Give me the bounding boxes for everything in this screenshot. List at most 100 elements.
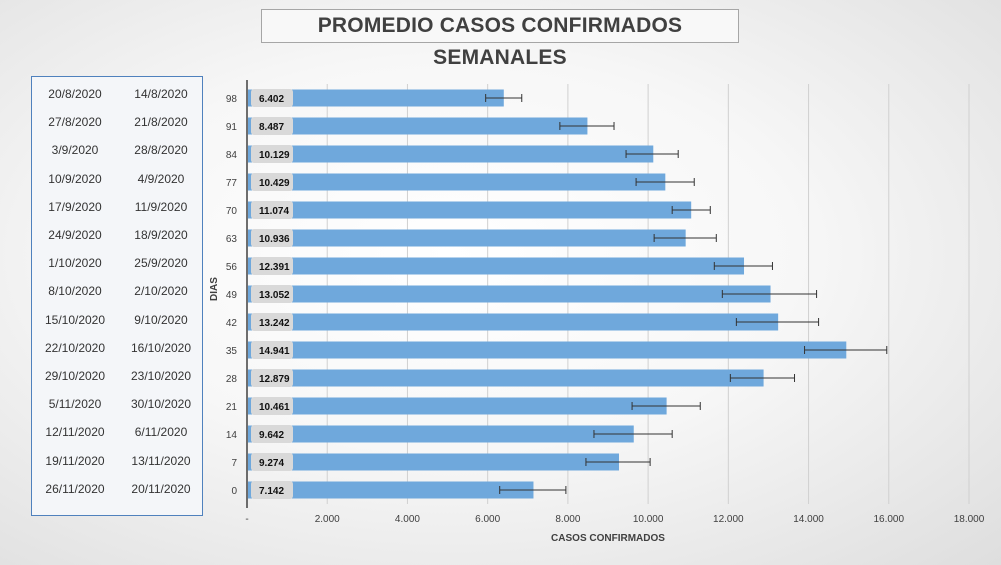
- x-tick-label: 6.000: [475, 514, 500, 525]
- value-label: 10.429: [259, 178, 290, 189]
- category-label: 28: [226, 374, 238, 385]
- date-range-end: 17/9/2020: [48, 199, 102, 214]
- date-range-end: 20/8/2020: [48, 87, 102, 101]
- value-label-box: [251, 397, 293, 415]
- category-label: 42: [226, 318, 238, 329]
- value-label: 10.936: [259, 234, 290, 245]
- date-range-end: 22/10/2020: [44, 340, 106, 355]
- date-range-end: 19/11/2020: [45, 453, 105, 468]
- bar: [248, 229, 686, 247]
- date-range-start: 2/10/2020: [134, 284, 188, 299]
- value-label: 9.642: [259, 430, 284, 441]
- date-range-panel: 20/8/2020 14/8/2020 27/8/2020 21/8/2020 3/9/…: [31, 76, 203, 516]
- date-range-start: 18/9/2020: [134, 228, 188, 242]
- value-label: 13.052: [259, 290, 290, 301]
- date-range-end: 15/10/2020: [44, 312, 106, 327]
- value-label-box: [251, 369, 293, 387]
- date-range-end: 1/10/2020: [48, 256, 102, 271]
- value-label-box: [251, 453, 293, 471]
- date-range-end: 12/11/2020: [45, 425, 105, 440]
- bar: [248, 397, 667, 415]
- category-label: 70: [226, 206, 238, 217]
- bar: [248, 89, 504, 107]
- date-range-start: 11/9/2020: [134, 199, 188, 214]
- bar: [248, 173, 666, 191]
- x-tick-label: 4.000: [395, 514, 420, 525]
- date-range-start: 9/10/2020: [134, 312, 188, 327]
- x-tick-label: 16.000: [873, 514, 904, 525]
- date-range-end: 8/10/2020: [48, 284, 102, 299]
- value-label: 9.274: [259, 458, 284, 469]
- category-label: 14: [226, 430, 238, 441]
- value-label: 6.402: [259, 94, 284, 105]
- x-axis-title: CASOS CONFIRMADOS: [551, 533, 665, 544]
- value-label-box: [251, 229, 293, 247]
- date-range-end: 27/8/2020: [48, 115, 102, 130]
- date-range-end: 24/9/2020: [48, 228, 102, 242]
- chart-title: PROMEDIO CASOS CONFIRMADOS SEMANALES: [261, 9, 739, 69]
- x-tick-label: 2.000: [315, 514, 340, 525]
- date-range-start: 25/9/2020: [134, 256, 188, 271]
- y-axis-title: DIAS: [209, 277, 220, 301]
- x-tick-label: 10.000: [633, 514, 664, 525]
- bar: [248, 145, 654, 163]
- category-label: 63: [226, 234, 238, 245]
- category-label: 98: [226, 94, 238, 105]
- value-label: 8.487: [259, 122, 284, 133]
- value-label: 7.142: [259, 486, 284, 497]
- date-range-start: 14/8/2020: [134, 87, 188, 101]
- bar: [248, 285, 771, 303]
- value-label-box: [251, 425, 293, 443]
- date-range-start: 20/11/2020: [131, 481, 191, 496]
- bar: [248, 481, 534, 499]
- date-range-end: 10/9/2020: [48, 171, 102, 186]
- category-label: 0: [231, 486, 237, 497]
- x-tick-label: 8.000: [555, 514, 580, 525]
- category-label: 35: [226, 346, 238, 357]
- date-range-start: 28/8/2020: [134, 143, 188, 158]
- value-label-box: [251, 285, 293, 303]
- x-tick-label: -: [245, 514, 248, 525]
- value-label-box: [251, 201, 293, 219]
- date-range-end: 29/10/2020: [44, 369, 106, 383]
- category-label: 77: [226, 178, 238, 189]
- date-range-start: 6/11/2020: [134, 425, 188, 440]
- value-label-box: [251, 89, 293, 107]
- category-label: 7: [231, 458, 237, 469]
- x-tick-label: 14.000: [793, 514, 824, 525]
- date-range-start: 23/10/2020: [130, 369, 192, 383]
- value-label-box: [251, 117, 293, 135]
- date-range-end: 26/11/2020: [45, 481, 105, 496]
- value-label: 12.391: [259, 262, 290, 273]
- value-label-box: [251, 481, 293, 499]
- bar: [248, 369, 764, 387]
- bar: [248, 257, 745, 275]
- category-label: 91: [226, 122, 238, 133]
- bar: [248, 117, 588, 135]
- bar: [248, 341, 847, 359]
- bar: [248, 425, 634, 443]
- bar: [248, 453, 619, 471]
- value-label: 10.129: [259, 150, 290, 161]
- bar: [248, 201, 692, 219]
- value-label-box: [251, 341, 293, 359]
- date-range-end: 5/11/2020: [48, 397, 102, 412]
- value-label-box: [251, 173, 293, 191]
- date-range-start: 4/9/2020: [137, 171, 185, 186]
- value-label: 10.461: [259, 402, 290, 413]
- category-label: 49: [226, 290, 238, 301]
- category-label: 21: [226, 402, 238, 413]
- value-label: 14.941: [259, 346, 290, 357]
- value-label-box: [251, 257, 293, 275]
- date-range-end: 3/9/2020: [51, 143, 99, 158]
- x-tick-label: 12.000: [713, 514, 744, 525]
- x-tick-label: 18.000: [954, 514, 985, 525]
- category-label: 56: [226, 262, 238, 273]
- date-range-start: 13/11/2020: [131, 453, 191, 468]
- value-label: 13.242: [259, 318, 290, 329]
- date-range-start: 21/8/2020: [134, 115, 188, 130]
- value-label-box: [251, 145, 293, 163]
- category-label: 84: [226, 150, 238, 161]
- date-range-start: 16/10/2020: [130, 340, 192, 355]
